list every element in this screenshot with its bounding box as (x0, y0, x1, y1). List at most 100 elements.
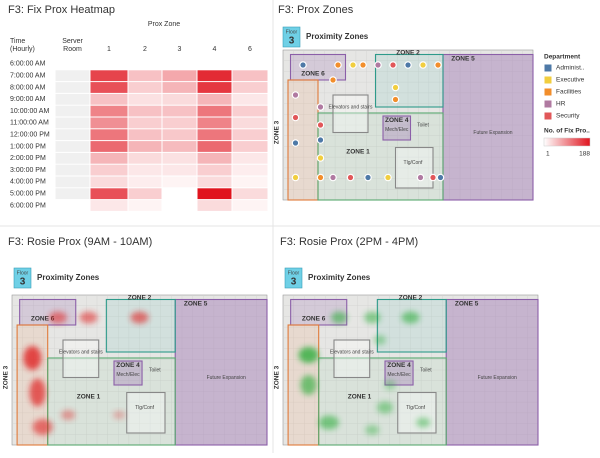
heat-cell (90, 129, 128, 141)
heat-blob (298, 347, 319, 363)
heat-cell (55, 82, 90, 93)
zone-2 (105, 298, 176, 353)
row-label: 1:00:00 PM (10, 143, 46, 150)
panel-title: F3: Rosie Prox (9AM - 10AM) (8, 236, 152, 248)
heat-blob (300, 375, 317, 395)
heat-cell (162, 176, 197, 188)
zone-2 (376, 298, 447, 353)
room-label: Toilet (417, 122, 429, 128)
row-label: 7:00:00 AM (10, 73, 46, 80)
zone-5 (174, 298, 268, 446)
heat-blob (32, 419, 53, 435)
person-dot (416, 173, 425, 182)
heat-cell (55, 105, 90, 117)
person-dot (404, 61, 412, 69)
heat-cell (55, 129, 90, 141)
zone-4 (382, 115, 412, 141)
scale-max: 188 (579, 151, 590, 158)
row-label: 5:00:00 PM (10, 191, 46, 198)
heat-cell (162, 93, 197, 105)
heat-cell (128, 164, 162, 176)
floor-badge-number: 3 (20, 277, 26, 288)
column-header: 3 (178, 46, 182, 53)
heat-blob (23, 346, 42, 370)
heat-cell (55, 70, 90, 82)
zone-3 (287, 79, 319, 201)
zone-label: ZONE 6 (302, 316, 326, 323)
person-dot (299, 61, 307, 69)
person-dot (429, 173, 437, 182)
room-label: Elevators and stairs (59, 349, 103, 355)
row-label: 4:00:00 PM (10, 179, 46, 186)
room (333, 339, 371, 379)
heat-cell (197, 70, 232, 82)
heat-cell (128, 70, 162, 82)
heat-cell (90, 93, 128, 105)
legend-title: Department (544, 54, 581, 61)
scale-bar (543, 137, 591, 147)
heat-cell (55, 93, 90, 105)
person-dot (389, 61, 397, 69)
heat-cell (90, 105, 128, 117)
zone-label: ZONE 5 (184, 301, 208, 308)
heat-cell (90, 176, 128, 188)
zone-label: ZONE 2 (399, 295, 423, 302)
heat-cell (232, 176, 268, 188)
person-dot (346, 173, 355, 182)
column-header: 4 (213, 46, 217, 53)
panel-title: F3: Prox Zones (278, 4, 354, 16)
heat-cell (128, 141, 162, 152)
heat-cell (90, 82, 128, 93)
map-title: Proximity Zones (306, 32, 369, 41)
heat-cell (197, 105, 232, 117)
heat-cell (128, 152, 162, 164)
heat-cell (162, 117, 197, 129)
zone-6 (19, 298, 77, 326)
person-dot (316, 173, 325, 182)
heat-cell (55, 141, 90, 152)
room-label: Elevators and stairs (330, 349, 374, 355)
legend-swatch (543, 99, 553, 109)
legend-swatch (543, 63, 553, 73)
panel-title: F3: Rosie Prox (2PM - 4PM) (280, 236, 418, 248)
heat-cell (197, 93, 232, 105)
heat-cell (232, 200, 268, 211)
room-label: Toilet (149, 367, 161, 373)
zone-label: ZONE 3 (2, 365, 9, 389)
floor-badge (13, 267, 32, 289)
heat-blob (48, 311, 67, 324)
room-label: Future Expansion (478, 375, 517, 381)
column-header: Server Room (62, 38, 83, 53)
zone-1 (318, 357, 447, 446)
zone-4 (113, 360, 143, 386)
row-label: 8:00:00 AM (10, 84, 46, 91)
room-label: Tlg/Conf (404, 160, 424, 166)
row-header: Time (Hourly) (10, 38, 35, 53)
floor-badge (282, 26, 301, 48)
person-dot (349, 61, 357, 69)
floor-badge (284, 267, 303, 289)
scale-title: No. of Fix Pro.. (544, 128, 590, 135)
legend-label: Security (556, 113, 580, 120)
room-label: Mech/Elec (385, 127, 409, 133)
heat-cell (197, 176, 232, 188)
person-dot (434, 61, 442, 69)
heat-cell (232, 70, 268, 82)
row-label: 6:00:00 PM (10, 202, 46, 209)
legend-swatch (543, 87, 553, 97)
zone-label: ZONE 2 (396, 50, 420, 57)
room-label: Tlg/Conf (406, 405, 426, 411)
floor-badge-number: 3 (291, 277, 297, 288)
heat-blob (318, 415, 339, 430)
row-label: 9:00:00 AM (10, 96, 46, 103)
zone-label: ZONE 4 (387, 362, 411, 369)
legend-label: HR (556, 101, 566, 108)
room-label: Tlg/Conf (135, 405, 155, 411)
map-title: Proximity Zones (37, 273, 100, 282)
heat-cell (90, 141, 128, 152)
heat-cell (55, 188, 90, 200)
row-label: 10:00:00 AM (10, 108, 49, 115)
zone-label: ZONE 3 (273, 365, 280, 389)
